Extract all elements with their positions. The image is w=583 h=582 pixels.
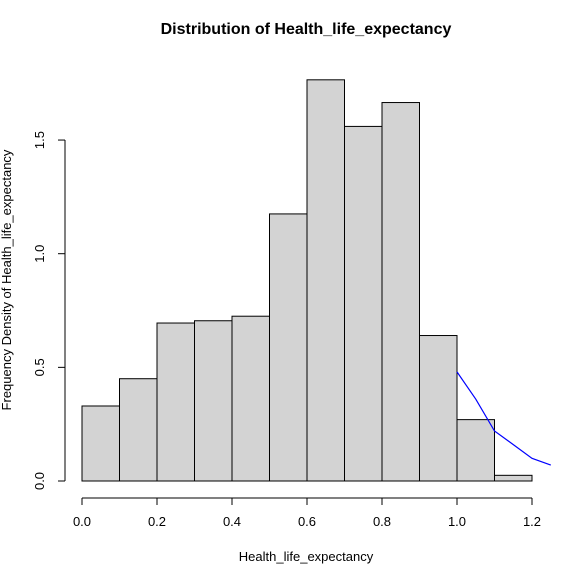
- x-tick-label-1: 0.2: [148, 514, 166, 529]
- x-tick-label-5: 1.0: [448, 514, 466, 529]
- x-tick-label-2: 0.4: [223, 514, 241, 529]
- y-axis: 0.0 0.5 1.0 1.5: [32, 131, 66, 490]
- chart-title: Distribution of Health_life_expectancy: [161, 21, 452, 38]
- y-tick-label-1: 0.5: [32, 358, 47, 376]
- histogram-bar-1: [119, 378, 158, 482]
- histogram-bar-8: [381, 102, 420, 482]
- histogram-bar-5: [269, 213, 308, 482]
- histogram-bar-0: [81, 405, 120, 482]
- histogram-bar-2: [156, 322, 195, 482]
- histogram-bar-3: [194, 320, 233, 482]
- histogram-bar-11: [494, 474, 533, 482]
- density-curve-line: [456, 371, 552, 466]
- histogram-bar-9: [419, 335, 458, 482]
- histogram-bar-7: [344, 125, 383, 482]
- histogram-bar-4: [231, 315, 270, 482]
- density-curve-layer: [456, 371, 552, 466]
- x-axis: 0.0 0.2 0.4 0.6 0.8 1.0 1.2: [73, 497, 541, 529]
- y-tick-label-2: 1.0: [32, 245, 47, 263]
- histogram-bars: [81, 79, 533, 482]
- x-tick-label-0: 0.0: [73, 514, 91, 529]
- y-tick-label-0: 0.0: [32, 472, 47, 490]
- x-axis-label: Health_life_expectancy: [239, 549, 374, 564]
- x-tick-label-3: 0.6: [298, 514, 316, 529]
- histogram-bar-10: [456, 419, 495, 482]
- y-axis-label: Frequency Density of Health_life_expecta…: [0, 149, 14, 410]
- x-tick-label-6: 1.2: [523, 514, 541, 529]
- histogram-bar-6: [306, 79, 345, 482]
- y-tick-label-3: 1.5: [32, 131, 47, 149]
- x-tick-label-4: 0.8: [373, 514, 391, 529]
